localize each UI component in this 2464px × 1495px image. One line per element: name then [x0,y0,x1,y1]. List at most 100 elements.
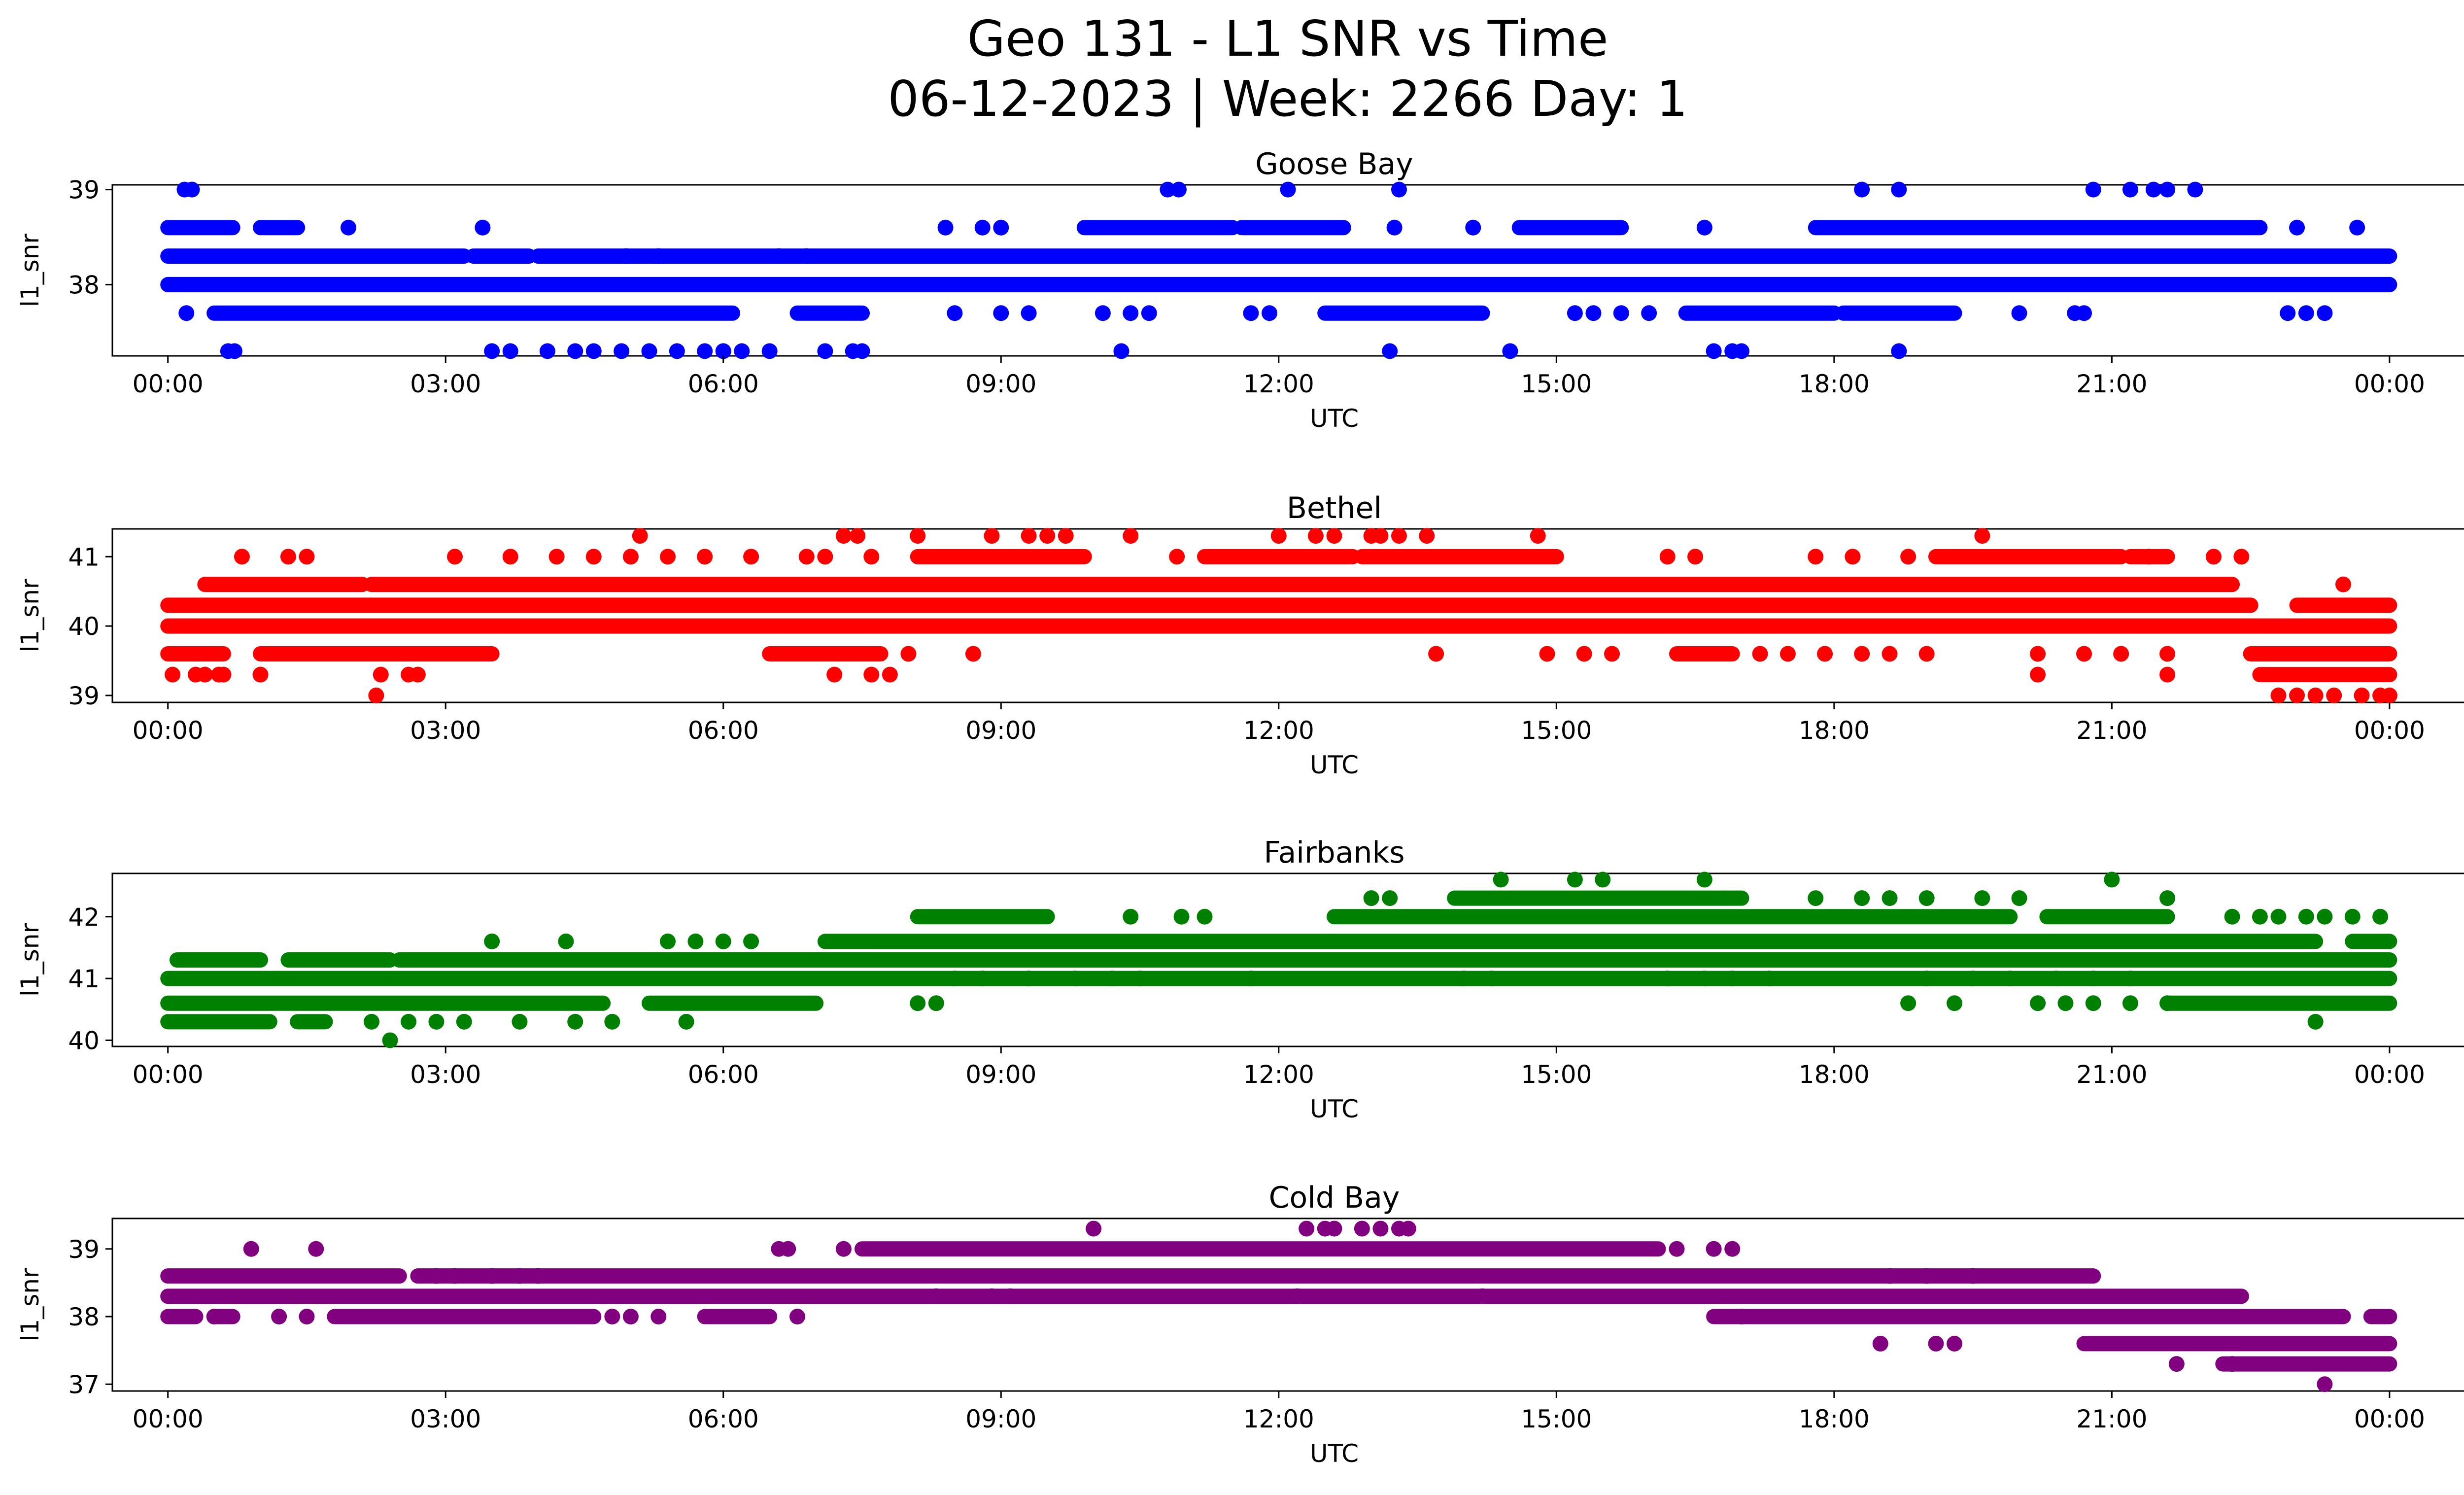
goose-bay-point-2 [1160,181,1176,198]
goose-bay-point-53 [614,343,630,359]
bethel-xtick-label-2: 06:00 [688,716,759,745]
goose-bay-ytick-label-39: 39 [68,176,100,205]
bethel-point-56 [2113,646,2129,662]
cold-bay-point-28 [1474,1288,1491,1304]
cold-bay-xtick-label-4: 12:00 [1243,1405,1314,1433]
goose-bay-point-17 [993,219,1009,236]
fairbanks-xtick-label-1: 03:00 [410,1060,481,1089]
fairbanks-ytick-label-40: 40 [68,1026,100,1055]
fairbanks-point-12 [2317,908,2333,925]
cold-bay-point-17 [447,1268,463,1284]
fairbanks-x-axis-label: UTC [1310,1095,1359,1123]
cold-bay-point-21 [1882,1268,1898,1284]
fairbanks-panel: Fairbanks 40 41 42 00:00 03:00 06:00 09:00 12:00… [16,835,2464,1123]
goose-bay-point-56 [697,343,713,359]
cold-bay-point-20 [530,1268,547,1284]
bethel-point-79 [2381,687,2397,703]
bethel-point-58 [165,666,181,683]
bethel-data-bands [160,549,2397,683]
goose-bay-xtick-label-8: 00:00 [2354,370,2425,398]
goose-bay-xtick-label-4: 12:00 [1243,370,1314,398]
bethel-point-2 [850,528,866,544]
goose-bay-point-38 [1613,305,1629,321]
bethel-xtick-label-8: 00:00 [2354,716,2425,745]
bethel-point-51 [1854,646,1870,662]
bethel-point-17 [1974,528,1990,544]
bethel-point-44 [1428,646,1444,662]
fairbanks-point-11 [2298,908,2314,925]
fairbanks-point-24 [484,933,500,949]
fairbanks-point-62 [512,1013,528,1030]
goose-bay-ytick-label-38: 38 [68,271,100,299]
bethel-xtick-label-4: 12:00 [1243,716,1314,745]
cold-bay-point-35 [789,1309,806,1325]
fairbanks-point-20 [1918,890,1935,906]
goose-bay-point-44 [2298,305,2314,321]
fairbanks-point-36 [1243,971,1259,987]
goose-bay-point-64 [1113,343,1129,359]
bethel-point-72 [368,687,384,703]
fairbanks-point-32 [1021,971,1037,987]
goose-bay-point-5 [1391,181,1407,198]
goose-bay-point-47 [226,343,242,359]
goose-bay-point-43 [2280,305,2296,321]
goose-bay-point-45 [2317,305,2333,321]
fairbanks-point-40 [1696,971,1712,987]
fairbanks-point-17 [1808,890,1824,906]
fairbanks-point-45 [2002,971,2018,987]
fairbanks-point-2 [1595,871,1611,888]
goose-bay-point-8 [2085,181,2101,198]
cold-bay-xtick-label-2: 06:00 [688,1405,759,1433]
goose-bay-xtick-label-1: 03:00 [410,370,481,398]
fairbanks-point-18 [1854,890,1870,906]
goose-bay-axes-frame [111,184,2464,357]
bethel-point-28 [743,549,759,565]
cold-bay-point-30 [271,1309,287,1325]
cold-bay-point-16 [428,1268,445,1284]
bethel-point-37 [1900,549,1916,565]
bethel-panel: Bethel 39 40 41 00:00 03:00 06:00 09:00 12:00 15:… [16,491,2464,779]
fairbanks-data-points [363,871,2389,1048]
goose-bay-point-49 [502,343,518,359]
bethel-point-35 [1808,549,1824,565]
fairbanks-point-34 [1104,971,1120,987]
bethel-point-40 [2233,549,2250,565]
fairbanks-point-49 [910,995,926,1011]
cold-bay-point-24 [928,1288,944,1304]
cold-bay-point-4 [1354,1220,1370,1237]
cold-bay-point-40 [2168,1356,2185,1372]
cold-bay-xtick-label-0: 00:00 [133,1405,204,1433]
goose-bay-point-4 [1280,181,1296,198]
cold-bay-xtick-label-7: 21:00 [2076,1405,2147,1433]
goose-bay-point-18 [1386,219,1403,236]
bethel-point-67 [826,666,843,683]
bethel-point-29 [798,549,815,565]
bethel-point-26 [660,549,676,565]
cold-bay-point-33 [622,1309,639,1325]
cold-bay-point-31 [299,1309,315,1325]
goose-bay-data-bands [160,220,2397,321]
fairbanks-point-4 [2104,871,2120,888]
bethel-point-60 [197,666,213,683]
bethel-point-5 [1021,528,1037,544]
cold-bay-point-9 [308,1241,324,1257]
fairbanks-axes-frame [111,872,2464,1047]
goose-bay-point-16 [974,219,991,236]
bethel-point-22 [502,549,518,565]
bethel-point-47 [1604,646,1620,662]
goose-bay-point-9 [2122,181,2138,198]
bethel-point-15 [1419,528,1435,544]
goose-bay-point-37 [1585,305,1602,321]
goose-bay-point-29 [993,305,1009,321]
fairbanks-xtick-label-4: 12:00 [1243,1060,1314,1089]
goose-bay-point-23 [618,248,634,264]
fairbanks-point-39 [1659,971,1676,987]
fairbanks-point-31 [974,971,991,987]
fairbanks-xtick-label-7: 21:00 [2076,1060,2147,1089]
fairbanks-point-59 [401,1013,417,1030]
fairbanks-y-axis-label: l1_snr [16,923,44,997]
cold-bay-point-25 [984,1288,1000,1304]
bethel-xtick-label-7: 21:00 [2076,716,2147,745]
goose-bay-point-50 [539,343,555,359]
